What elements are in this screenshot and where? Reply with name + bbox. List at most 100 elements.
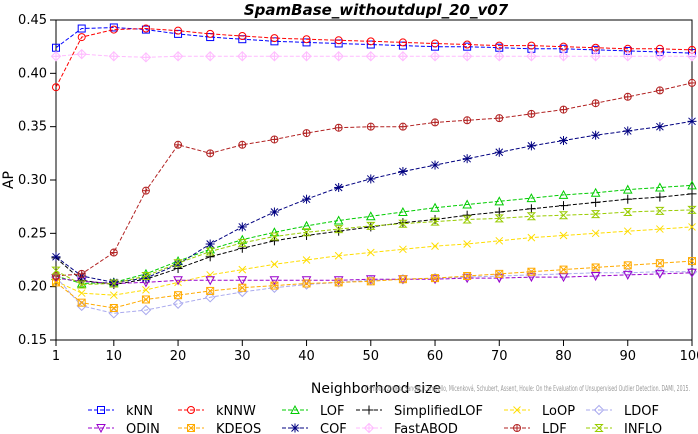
x-tick-label: 40 (298, 349, 315, 364)
data-point-cof (173, 259, 183, 269)
data-point-fastabod (429, 51, 441, 62)
data-point-odin (494, 274, 505, 284)
data-point-simplifiedlof (398, 218, 408, 228)
data-point-ldf (463, 116, 472, 125)
data-point-loop (238, 265, 247, 274)
data-point-simplifiedlof (591, 197, 601, 207)
data-point-cof (237, 222, 247, 232)
data-point-knnw (174, 26, 183, 35)
data-point-simplifiedlof (687, 189, 697, 199)
data-point-kdeos (52, 278, 60, 287)
data-point-simplifiedlof (462, 210, 472, 220)
data-point-inflo (51, 266, 61, 275)
data-point-kdeos (77, 298, 86, 307)
data-point-ldf (174, 140, 183, 149)
data-point-loop (559, 231, 568, 240)
series-kdeos (52, 257, 696, 312)
data-point-inflo (430, 217, 440, 226)
data-point-inflo (269, 232, 280, 241)
legend-label-ldof: LDOF (624, 404, 659, 419)
x-tick-label: 20 (170, 349, 187, 364)
data-point-lof (558, 189, 569, 199)
data-point-fastabod (622, 51, 633, 62)
data-point-ldof (172, 298, 184, 309)
legend-label-knnw: kNNW (216, 404, 256, 419)
legend-marker-cof (290, 423, 300, 433)
data-point-cof (591, 130, 601, 140)
data-point-fastabod (269, 51, 280, 62)
data-point-fastabod (140, 52, 152, 63)
data-point-knnw (559, 42, 568, 51)
data-point-inflo (687, 205, 697, 214)
data-point-odin (301, 276, 312, 286)
data-point-ldf (688, 78, 696, 87)
data-point-inflo (333, 225, 344, 234)
data-point-knnw (398, 38, 407, 47)
data-point-fastabod (108, 51, 120, 62)
data-point-cof (51, 252, 61, 262)
data-point-cof (430, 160, 440, 170)
data-point-inflo (590, 210, 601, 219)
data-point-kdeos (206, 286, 215, 295)
data-point-lof (333, 215, 344, 225)
data-point-cof (559, 136, 569, 146)
data-point-inflo (109, 279, 119, 288)
x-tick-label: 100 (680, 349, 698, 364)
data-point-kdeos (655, 259, 664, 268)
data-point-cof (687, 116, 697, 126)
data-point-lof (430, 202, 440, 212)
series-line-odin (55, 272, 693, 285)
data-point-loop (527, 233, 536, 242)
data-point-ldf (366, 122, 375, 131)
data-point-fastabod (172, 51, 184, 62)
data-point-cof (205, 239, 215, 249)
data-point-fastabod (365, 51, 376, 62)
data-point-fastabod (494, 51, 505, 62)
data-point-inflo (76, 280, 87, 289)
data-point-inflo (366, 221, 376, 230)
chart-title: SpamBase_withoutdupl_20_v07 (244, 1, 509, 19)
data-point-loop (431, 242, 439, 250)
data-point-knnw (141, 24, 150, 33)
data-point-lof (687, 180, 697, 190)
legend: kNN ODIN kNNW KDEOS LOF COF SimplifiedLOF FastA… (88, 404, 662, 434)
data-point-kdeos (174, 291, 183, 300)
data-point-ldf (591, 99, 600, 108)
series-line-ldf (55, 82, 693, 277)
series-line-knnw (55, 27, 693, 88)
data-point-ldf (655, 86, 664, 95)
data-point-ldf (495, 114, 504, 123)
data-point-knnw (431, 39, 440, 48)
legend-marker-ldof (593, 404, 605, 416)
data-point-lof (526, 193, 537, 203)
data-point-ldf (302, 129, 311, 138)
series-line-cof (55, 120, 693, 283)
data-point-cof (269, 207, 279, 217)
legend-marker-odin (96, 424, 106, 434)
data-point-inflo (205, 247, 215, 256)
data-point-simplifiedlof (655, 192, 665, 202)
y-tick-label: 0.45 (18, 13, 47, 28)
data-point-lof (365, 211, 376, 221)
legend-marker-kdeos (187, 424, 195, 432)
data-point-simplifiedlof (334, 226, 344, 236)
data-point-loop (206, 271, 215, 279)
data-point-cof (494, 147, 504, 157)
x-tick-label: 70 (491, 349, 508, 364)
series-inflo (51, 205, 697, 289)
data-point-inflo (301, 228, 312, 237)
data-point-ldf (206, 149, 215, 158)
data-point-inflo (655, 206, 665, 215)
data-point-lof (590, 187, 601, 197)
data-point-ldof (204, 292, 216, 303)
data-point-inflo (623, 208, 633, 216)
data-point-odin (237, 276, 248, 286)
legend-marker-simplifiedlof (364, 405, 374, 415)
data-point-lof (301, 220, 312, 230)
data-point-loop (463, 240, 472, 248)
data-point-loop (142, 286, 150, 294)
data-point-fastabod (237, 51, 248, 62)
data-point-knnw (206, 29, 215, 38)
data-point-odin (622, 270, 633, 280)
data-point-knnw (109, 25, 118, 34)
